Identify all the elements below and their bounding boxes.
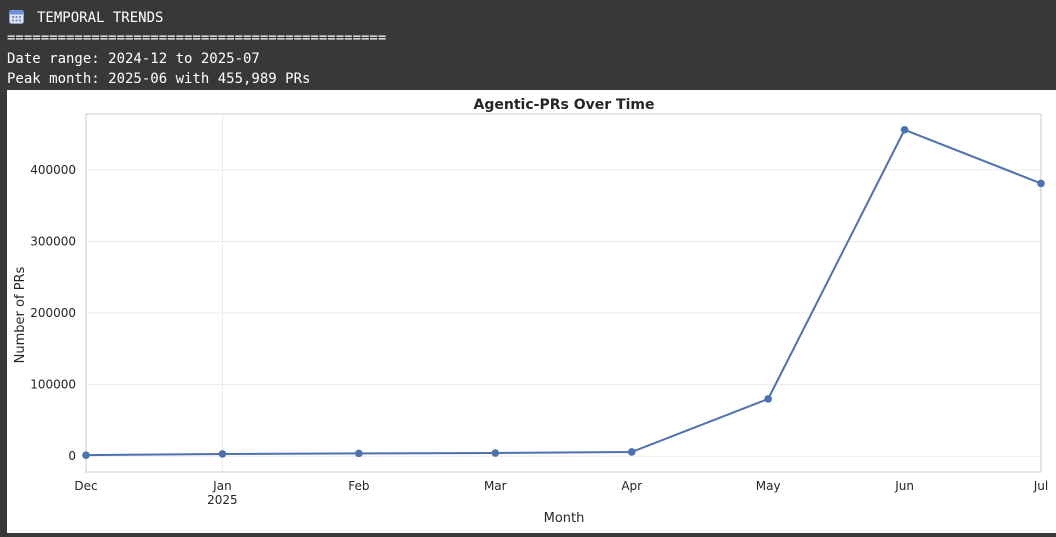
x-axis-label: Month <box>544 511 585 526</box>
gridlines <box>86 114 1041 472</box>
x-tick-label: Jul <box>1033 479 1048 493</box>
x-tick-label: Jan <box>212 479 232 493</box>
data-point <box>627 448 636 456</box>
y-tick-label: 100000 <box>30 378 76 392</box>
y-axis-ticks: 0 100000 200000 300000 400000 <box>30 163 76 463</box>
y-tick-label: 300000 <box>30 234 76 248</box>
y-tick-label: 200000 <box>30 306 76 320</box>
y-tick-label: 400000 <box>30 163 76 177</box>
console-heading: TEMPORAL TRENDS <box>37 10 164 26</box>
date-range-line: Date range: 2024-12 to 2025-07 <box>7 51 260 67</box>
x-axis-ticks: Dec Jan Feb Mar Apr May Jun Jul 2025 <box>74 479 1048 507</box>
x-tick-label: Mar <box>484 479 507 493</box>
x-tick-label: Feb <box>348 479 369 493</box>
console-output: TEMPORAL TRENDS ========================… <box>0 0 1056 90</box>
data-point <box>764 395 772 403</box>
x-tick-label: Dec <box>74 479 97 493</box>
console-rule: ========================================… <box>7 30 387 46</box>
data-point <box>82 451 90 459</box>
calendar-icon <box>9 10 24 24</box>
series-layer <box>82 125 1045 459</box>
line-chart: Agentic-PRs Over Time 0 100000 200000 30000… <box>13 97 1048 526</box>
plot-frame <box>85 113 1042 473</box>
peak-month-line: Peak month: 2025-06 with 455,989 PRs <box>7 71 311 87</box>
x-tick-label: May <box>756 479 781 493</box>
data-point <box>218 450 227 458</box>
x-tick-label: Apr <box>621 479 642 493</box>
chart-output: Agentic-PRs Over Time 0 100000 200000 30000… <box>7 90 1056 533</box>
x-tick-year-label: 2025 <box>207 493 238 507</box>
x-tick-label: Jun <box>894 479 914 493</box>
series-line <box>85 128 1042 457</box>
data-point <box>1037 179 1045 188</box>
data-point <box>900 125 909 134</box>
y-axis-label: Number of PRs <box>13 266 28 363</box>
data-point <box>491 449 500 457</box>
y-tick-label: 0 <box>68 449 76 463</box>
data-point <box>355 449 363 458</box>
chart-title: Agentic-PRs Over Time <box>474 97 655 113</box>
